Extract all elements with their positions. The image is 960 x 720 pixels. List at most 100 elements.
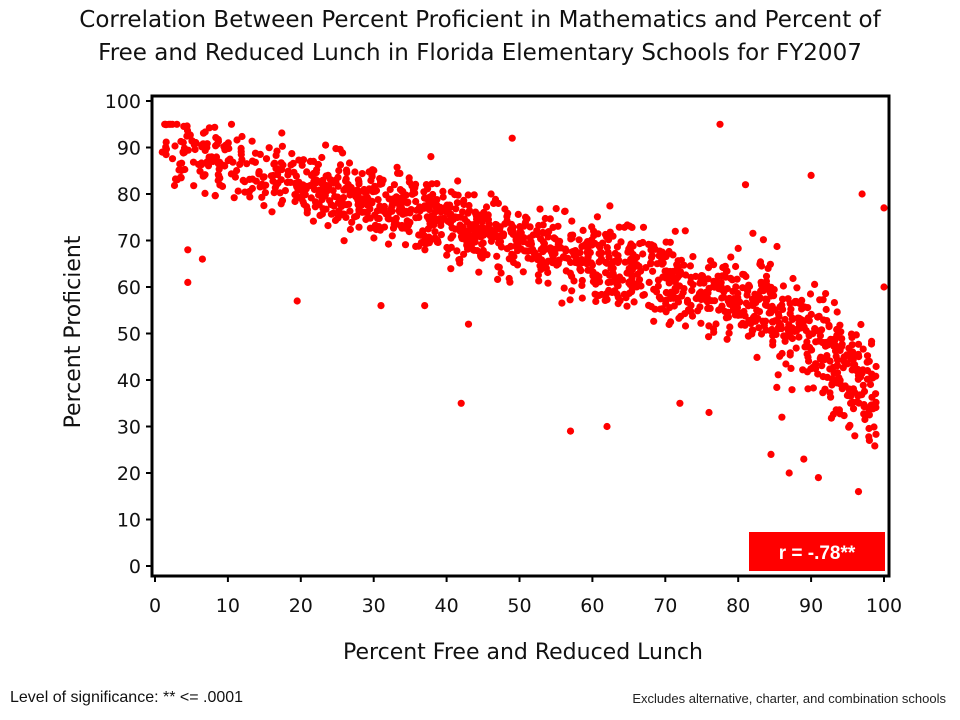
scatter-point xyxy=(158,148,166,156)
scatter-point xyxy=(239,176,247,184)
scatter-point xyxy=(753,353,761,361)
scatter-point xyxy=(177,173,185,181)
scatter-point xyxy=(215,158,224,166)
scatter-point xyxy=(762,277,771,285)
scatter-point xyxy=(716,120,724,128)
scatter-point xyxy=(779,295,787,303)
scatter-point xyxy=(298,161,306,169)
scatter-point xyxy=(314,160,322,169)
scatter-point xyxy=(272,151,280,159)
scatter-point xyxy=(807,310,815,318)
scatter-point xyxy=(427,153,435,161)
scatter-point xyxy=(553,259,561,267)
scatter-point xyxy=(447,243,455,251)
scatter-point xyxy=(493,252,501,260)
scatter-point xyxy=(542,245,551,253)
scatter-point xyxy=(771,317,779,325)
scatter-point xyxy=(437,231,445,239)
scatter-point xyxy=(814,474,823,482)
scatter-point xyxy=(561,207,569,215)
scatter-point xyxy=(329,187,337,195)
scatter-point xyxy=(429,221,437,229)
scatter-point xyxy=(336,161,345,169)
scatter-point xyxy=(377,302,385,310)
scatter-point xyxy=(370,234,378,242)
scatter-point xyxy=(351,168,359,176)
scatter-point xyxy=(423,203,431,211)
scatter-point xyxy=(818,326,826,334)
scatter-point xyxy=(687,278,695,286)
scatter-point xyxy=(566,427,575,435)
scatter-point xyxy=(759,236,768,244)
scatter-point xyxy=(335,167,343,175)
scatter-point xyxy=(342,177,350,185)
scatter-point xyxy=(730,295,738,303)
correlation-label: r = -.78** xyxy=(779,543,856,564)
scatter-point xyxy=(698,272,706,280)
scatter-point xyxy=(355,223,363,231)
x-tick-label: 40 xyxy=(435,595,459,617)
scatter-point xyxy=(168,155,177,163)
scatter-point xyxy=(415,203,424,211)
scatter-point xyxy=(487,190,495,198)
scatter-point xyxy=(483,251,491,259)
scatter-point xyxy=(689,253,697,261)
scatter-point xyxy=(274,171,282,179)
scatter-point xyxy=(507,220,515,228)
scatter-point xyxy=(626,222,634,230)
scatter-point xyxy=(212,134,220,142)
scatter-point xyxy=(725,329,733,337)
scatter-point xyxy=(708,297,716,305)
scatter-point xyxy=(192,139,200,147)
scatter-point xyxy=(788,386,796,394)
scatter-point xyxy=(833,356,842,364)
y-axis-label: Percent Proficient xyxy=(61,235,86,428)
scatter-point xyxy=(564,254,572,262)
scatter-point xyxy=(857,370,865,378)
scatter-point xyxy=(819,373,827,381)
scatter-point xyxy=(186,131,194,139)
scatter-point xyxy=(457,233,466,241)
scatter-point xyxy=(601,230,610,239)
scatter-point xyxy=(639,223,648,231)
scatter-point xyxy=(757,287,765,295)
scatter-point xyxy=(854,375,862,383)
scatter-point xyxy=(607,278,615,286)
scatter-point xyxy=(833,308,841,316)
scatter-point xyxy=(724,297,732,305)
scatter-point xyxy=(537,256,546,264)
correlation-box xyxy=(749,532,885,571)
scatter-point xyxy=(278,129,286,137)
scatter-point xyxy=(724,313,733,321)
scatter-point xyxy=(733,275,741,283)
scatter-point xyxy=(189,158,198,166)
scatter-point xyxy=(527,238,535,246)
scatter-point xyxy=(370,166,378,175)
scatter-point xyxy=(256,150,264,158)
scatter-point xyxy=(621,258,629,266)
x-tick-label: 10 xyxy=(216,595,240,617)
scatter-point xyxy=(497,269,505,277)
scatter-point xyxy=(705,408,713,417)
scatter-point xyxy=(866,380,875,389)
scatter-point xyxy=(447,265,455,273)
scatter-point xyxy=(252,177,260,185)
scatter-point xyxy=(423,239,431,247)
scatter-point xyxy=(777,321,785,330)
scatter-point xyxy=(785,321,793,329)
scatter-point xyxy=(688,312,697,320)
scatter-point xyxy=(423,213,431,221)
scatter-point xyxy=(726,323,734,331)
scatter-point xyxy=(519,268,527,276)
scatter-point xyxy=(405,178,413,186)
scatter-point xyxy=(407,206,415,214)
scatter-point xyxy=(449,232,457,240)
scatter-point xyxy=(852,331,860,339)
y-tick-label: 70 xyxy=(117,231,141,253)
scatter-point xyxy=(453,199,461,207)
scatter-point xyxy=(623,302,631,310)
scatter-point xyxy=(584,266,592,274)
scatter-point xyxy=(372,186,381,195)
scatter-point xyxy=(700,279,708,287)
scatter-point xyxy=(799,366,807,374)
